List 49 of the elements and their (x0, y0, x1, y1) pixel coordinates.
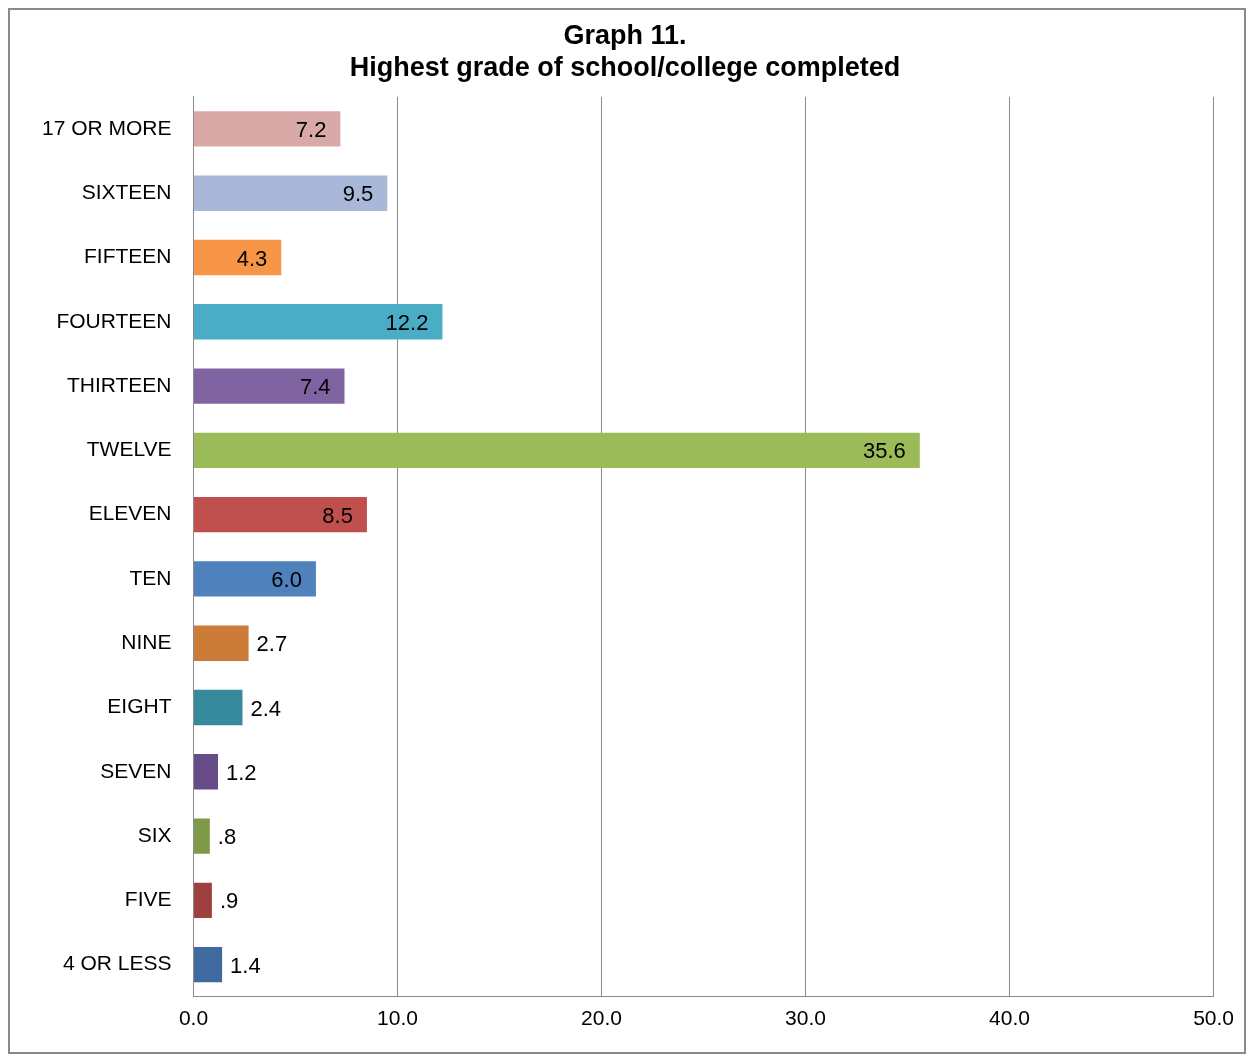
x-tick-label: 20.0 (581, 1006, 622, 1030)
y-tick-label: SEVEN (100, 758, 172, 782)
data-label: .8 (217, 824, 237, 850)
y-tick-label: FIFTEEN (84, 244, 172, 268)
y-tick-label: FIVE (124, 887, 172, 911)
y-tick-label: EIGHT (107, 694, 172, 718)
data-label: 4.3 (236, 245, 268, 271)
y-tick-label: SIXTEEN (81, 180, 172, 204)
bar (194, 239, 282, 276)
x-tick-label: 50.0 (1193, 1006, 1234, 1030)
data-label: 9.5 (342, 181, 374, 207)
bar (194, 818, 210, 854)
y-tick-label: 4 OR LESS (62, 951, 172, 975)
data-label: 1.4 (230, 952, 261, 978)
bar (194, 111, 341, 147)
data-label: 8.5 (322, 502, 353, 528)
y-tick-label: SIX (137, 822, 172, 846)
bar (194, 754, 219, 790)
bar (194, 561, 316, 597)
bar (194, 496, 367, 533)
data-label: 6.0 (271, 567, 302, 593)
y-tick-label: TWELVE (86, 437, 172, 461)
data-label: 2.7 (256, 631, 288, 657)
data-label: 7.2 (295, 117, 327, 143)
data-label: 35.6 (862, 438, 906, 464)
bar (194, 946, 223, 983)
x-tick-label: 10.0 (377, 1006, 418, 1030)
y-tick-label: TEN (129, 565, 172, 589)
bar (194, 432, 920, 469)
bar (194, 175, 388, 211)
y-tick-label: 17 OR MORE (42, 115, 172, 139)
data-label: 1.2 (226, 759, 257, 785)
y-tick-label: ELEVEN (88, 501, 172, 525)
data-label: .9 (219, 888, 239, 914)
x-tick-label: 30.0 (785, 1006, 826, 1030)
data-label: 12.2 (385, 309, 429, 335)
data-label: 7.4 (299, 374, 331, 400)
chart-title: Graph 11. Highest grade of school/college completed (349, 19, 901, 83)
bar (194, 368, 345, 404)
data-label: 2.4 (250, 695, 282, 721)
bar (194, 304, 443, 340)
y-tick-label: FOURTEEN (56, 308, 172, 332)
y-tick-label: NINE (121, 630, 172, 654)
bar (194, 689, 243, 726)
x-tick-label: 40.0 (989, 1006, 1030, 1030)
bar (194, 882, 212, 919)
x-tick-label: 0.0 (178, 1006, 209, 1030)
bar (194, 625, 249, 661)
y-tick-label: THIRTEEN (66, 372, 172, 396)
